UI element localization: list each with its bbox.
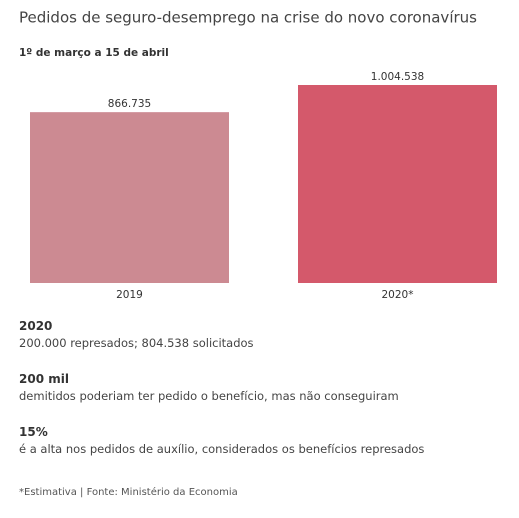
value-label: 866.735: [108, 98, 151, 110]
bar: [298, 85, 497, 283]
note-text: 200.000 represados; 804.538 solicitados: [19, 336, 254, 350]
note-title: 2020: [19, 319, 53, 333]
note: 15% é a alta nos pedidos de auxílio, cons…: [19, 424, 509, 458]
footer: *Estimativa | Fonte: Ministério da Econo…: [19, 487, 238, 498]
chart: Pedidos de seguro-desemprego na crise do…: [19, 9, 497, 301]
note: 2020 200.000 represados; 804.538 solicita…: [19, 318, 509, 352]
x-tick-label: 2020*: [382, 289, 414, 301]
note-text: demitidos poderiam ter pedido o benefíci…: [19, 389, 399, 403]
note-text: é a alta nos pedidos de auxílio, conside…: [19, 442, 425, 456]
note-title: 200 mil: [19, 372, 69, 386]
x-tick-label: 2019: [116, 289, 143, 301]
chart-subtitle: 1º de março a 15 de abril: [19, 47, 169, 59]
notes: 2020 200.000 represados; 804.538 solicita…: [19, 318, 509, 477]
note-title: 15%: [19, 425, 48, 439]
chart-title: Pedidos de seguro-desemprego na crise do…: [19, 9, 477, 27]
value-label: 1.004.538: [371, 71, 424, 83]
note: 200 mil demitidos poderiam ter pedido o b…: [19, 371, 509, 405]
bar: [30, 112, 229, 283]
